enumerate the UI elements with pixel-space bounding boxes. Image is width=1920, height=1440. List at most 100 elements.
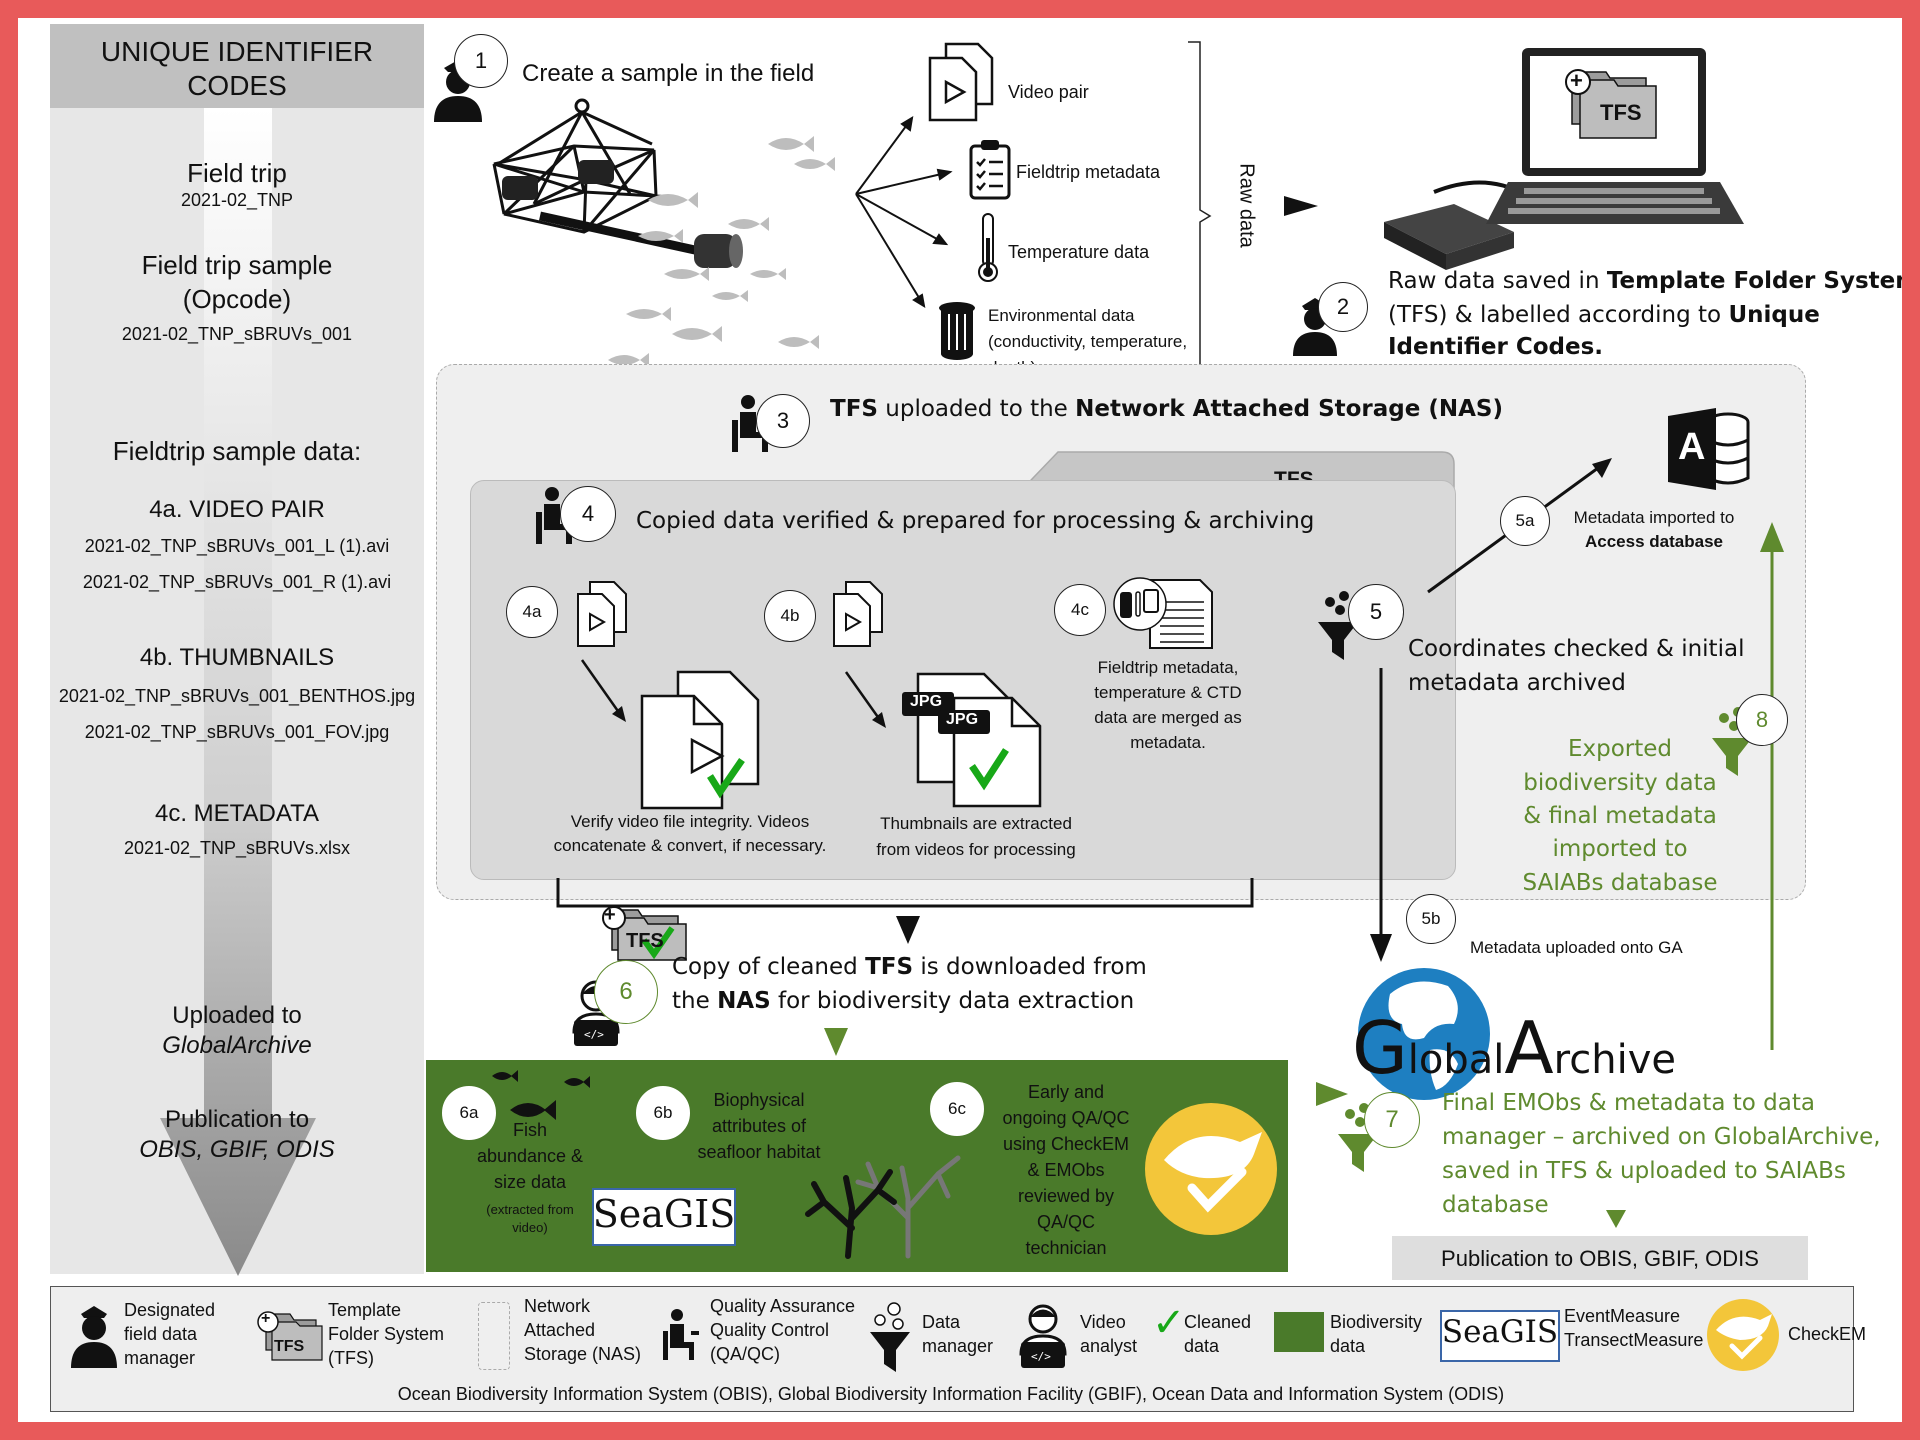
access-letter: A (1678, 426, 1706, 468)
legend-item-4-line3: (QA/QC) (710, 1344, 780, 1364)
step6-badge: 6 (594, 960, 658, 1024)
cleaned-tfs-plus: + (604, 904, 616, 926)
legend-tfs-icon (257, 1311, 323, 1361)
legend-biodiversity-swatch (1274, 1312, 1324, 1352)
legend-data-manager-icon (870, 1302, 910, 1372)
step7-badge: 7 (1364, 1092, 1420, 1148)
legend-item-9-line2: TransectMeasure (1564, 1330, 1704, 1350)
ga-letter-a: A (1504, 1006, 1554, 1090)
sample-label-line1: Field trip sample (141, 250, 333, 280)
step4c-badge: 4c (1054, 584, 1106, 636)
step7-green-down-arrow (1606, 1210, 1626, 1228)
video-pair-small-icon (577, 581, 627, 647)
seagis-logo (592, 1188, 736, 1246)
video-heading: 4a. VIDEO PAIR (149, 496, 325, 523)
step5-down-arrow (1370, 668, 1392, 962)
step6c-text-6: QA/QC (1036, 1212, 1095, 1232)
step6-line2-b: NAS (717, 988, 771, 1014)
step5-text-2: metadata archived (1408, 670, 1626, 696)
step4c-caption-4: metadata. (1130, 733, 1206, 752)
field-trip-code: 2021-02_TNP (180, 190, 294, 210)
legend-footer: Ocean Biodiversity Information System (O… (397, 1384, 1505, 1404)
step6c-badge: 6c (930, 1082, 984, 1136)
step6a-text-3: size data (493, 1172, 567, 1192)
legend-checkem-icon (1707, 1299, 1779, 1371)
legend-item-5-line1: Data (922, 1312, 961, 1332)
step5a-text-2: Access database (1585, 532, 1723, 551)
legend-item-2-line2: Folder System (328, 1324, 445, 1344)
env-data-label-2: (conductivity, temperature, (988, 332, 1188, 351)
legend-item-4-line2: Quality Control (710, 1320, 830, 1340)
video-file-left: 2021-02_TNP_sBRUVs_001_L (1).avi (84, 536, 390, 556)
step4a-arrow (580, 659, 626, 722)
step6c-text-4: & EMObs (1027, 1160, 1105, 1180)
step4c-caption-2: temperature & CTD (1094, 683, 1242, 702)
step3-badge: 3 (756, 394, 810, 448)
legend-seagis-logo (1440, 1310, 1560, 1362)
raw-data-bracket (1188, 41, 1212, 383)
publication-box-text: Publication to OBIS, GBIF, ODIS (1441, 1246, 1759, 1271)
legend-item-10: CheckEM (1788, 1324, 1867, 1344)
sample-code: 2021-02_TNP_sBRUVs_001 (121, 324, 353, 344)
step4-title: Copied data verified & prepared for proc… (636, 508, 1315, 534)
step5b-text: Metadata uploaded onto GA (1470, 938, 1683, 957)
access-database-icon (1668, 408, 1750, 490)
diagram-canvas: UNIQUE IDENTIFIER CODES Field trip 2021-… (18, 18, 1902, 1422)
step4b-arrow (844, 671, 886, 728)
step5a-text-1: Metadata imported to (1573, 508, 1735, 527)
legend-item-6-line2: analyst (1080, 1336, 1138, 1356)
checkem-logo (1145, 1103, 1277, 1235)
video-pair-small-icon-2 (833, 581, 883, 647)
ctd-instrument-icon (939, 302, 975, 360)
biodiversity-data-panel (426, 1060, 1288, 1272)
bruv-frame-illustration (492, 98, 743, 268)
legend-item-3-line1: Network (524, 1296, 591, 1316)
laptop-tfs-plus: + (1570, 68, 1583, 93)
ga-rchive: rchive (1553, 1037, 1676, 1083)
thumb-file-benthos: 2021-02_TNP_sBRUVs_001_BENTHOS.jpg (58, 686, 416, 706)
verified-video-icon (640, 670, 760, 810)
raw-data-label: Raw data (1235, 163, 1258, 248)
sample-output-arrows (855, 116, 953, 308)
video-pair-icon (928, 42, 994, 122)
legend-item-9-line1: EventMeasure (1564, 1306, 1681, 1326)
step8-text-3: & final metadata (1523, 803, 1717, 829)
globalarchive-globe-icon (1358, 968, 1490, 1100)
uploaded-target: GlobalArchive (162, 1032, 312, 1059)
step8-text-2: biodiversity data (1523, 770, 1717, 796)
temperature-data-label: Temperature data (1008, 242, 1150, 262)
step8-badge: 8 (1736, 694, 1788, 746)
step2-badge: 2 (1318, 282, 1368, 332)
legend-item-8-line1: Biodiversity (1330, 1312, 1423, 1332)
step7-text-2: manager – archived on GlobalArchive, (1442, 1124, 1881, 1150)
jpg-label-1: JPG (910, 693, 943, 710)
step6-line1-a: Copy of cleaned (672, 954, 866, 980)
thermometer-icon (978, 213, 998, 282)
legend-cleaned-check-icon: ✓ (1152, 1300, 1186, 1346)
sample-label-line2: (Opcode) (182, 284, 292, 314)
legend-item-3-line3: Storage (NAS) (524, 1344, 642, 1364)
fish-school-illustration (608, 136, 835, 367)
step8-text-4: imported to (1552, 836, 1688, 862)
publication-label: Publication to (164, 1106, 310, 1133)
data-heading: Fieldtrip sample data: (112, 436, 362, 466)
step4b-caption-1: Thumbnails are extracted (880, 814, 1072, 833)
legend-qaqc-icon (663, 1309, 699, 1360)
legend-item-8-line2: data (1330, 1336, 1366, 1356)
step6a-text-1: Fish (512, 1120, 547, 1140)
step2-line2: (TFS) & labelled according to Unique (1388, 302, 1820, 328)
step6a-small-2: video) (512, 1220, 548, 1235)
step4c-caption-1: Fieldtrip metadata, (1097, 658, 1239, 677)
ga-letter-g: G (1352, 1006, 1408, 1090)
step6b-text-3: seafloor habitat (697, 1142, 821, 1162)
sidebar-header-box (50, 24, 424, 108)
step6b-text-2: attributes of (711, 1116, 807, 1136)
legend-item-1-line2: field data (124, 1324, 198, 1344)
legend-field-manager-icon (71, 1306, 117, 1368)
seagis-logo-text: SeaGIS (592, 1192, 736, 1236)
video-file-right: 2021-02_TNP_sBRUVs_001_R (1).avi (82, 572, 392, 592)
data-manager-funnel-icon (1318, 591, 1358, 660)
step6-line2: the NAS for biodiversity data extraction (672, 988, 1134, 1014)
step6c-text-7: technician (1025, 1238, 1107, 1258)
step3-c: Network Attached Storage (NAS) (1075, 396, 1503, 422)
